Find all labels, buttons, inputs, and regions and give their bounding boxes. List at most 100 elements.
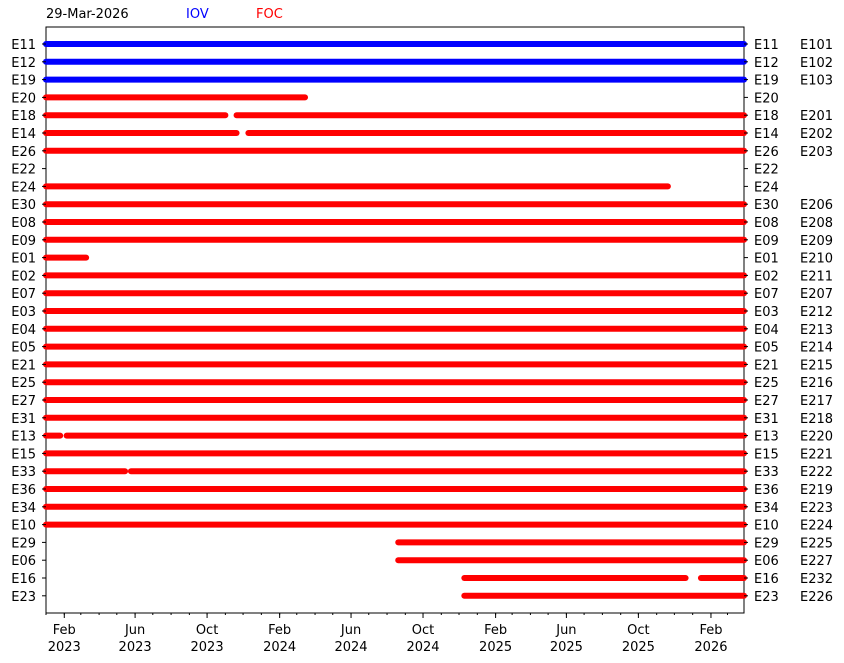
y-label-left: E15 xyxy=(11,447,36,462)
y-label-left: E20 xyxy=(11,91,36,106)
y-label-id: E222 xyxy=(800,465,833,480)
x-tick-label: 2023 xyxy=(119,640,152,655)
y-label-left: E12 xyxy=(11,56,36,71)
y-label-id: E207 xyxy=(800,287,833,302)
y-label-right: E31 xyxy=(754,412,779,427)
legend-iov: IOV xyxy=(186,7,209,22)
y-label-right: E07 xyxy=(754,287,779,302)
y-label-right: E12 xyxy=(754,56,779,71)
y-label-right: E01 xyxy=(754,252,779,267)
x-tick-label: Oct xyxy=(196,623,218,638)
x-tick-label: Feb xyxy=(484,623,507,638)
y-label-id: E232 xyxy=(800,572,833,587)
y-label-id: E203 xyxy=(800,145,833,160)
y-label-left: E21 xyxy=(11,358,36,373)
y-label-left: E29 xyxy=(11,536,36,551)
y-label-right: E23 xyxy=(754,590,779,605)
y-label-id: E217 xyxy=(800,394,833,409)
x-tick-label: 2023 xyxy=(191,640,224,655)
x-tick-label: 2024 xyxy=(334,640,367,655)
y-label-left: E33 xyxy=(11,465,36,480)
x-tick-label: Oct xyxy=(627,623,649,638)
y-label-right: E27 xyxy=(754,394,779,409)
x-tick-label: Feb xyxy=(699,623,722,638)
y-label-right: E06 xyxy=(754,554,779,569)
y-label-id: E227 xyxy=(800,554,833,569)
y-label-left: E31 xyxy=(11,412,36,427)
x-tick-label: Jun xyxy=(124,623,145,638)
y-label-id: E212 xyxy=(800,305,833,320)
y-label-id: E216 xyxy=(800,376,833,391)
y-label-left: E14 xyxy=(11,127,36,142)
y-label-right: E15 xyxy=(754,447,779,462)
y-label-left: E16 xyxy=(11,572,36,587)
y-label-right: E24 xyxy=(754,180,779,195)
y-label-id: E213 xyxy=(800,323,833,338)
y-label-right: E19 xyxy=(754,74,779,89)
x-tick-label: Feb xyxy=(53,623,76,638)
x-tick-label: 2025 xyxy=(622,640,655,655)
y-label-left: E02 xyxy=(11,269,36,284)
y-label-right: E22 xyxy=(754,163,779,178)
y-label-id: E209 xyxy=(800,234,833,249)
y-label-left: E11 xyxy=(11,38,36,53)
y-label-id: E218 xyxy=(800,412,833,427)
y-label-right: E08 xyxy=(754,216,779,231)
y-label-id: E202 xyxy=(800,127,833,142)
y-label-id: E210 xyxy=(800,252,833,267)
y-label-id: E220 xyxy=(800,430,833,445)
y-label-left: E36 xyxy=(11,483,36,498)
y-label-right: E11 xyxy=(754,38,779,53)
y-label-right: E05 xyxy=(754,341,779,356)
y-label-right: E14 xyxy=(754,127,779,142)
y-label-left: E03 xyxy=(11,305,36,320)
y-label-left: E08 xyxy=(11,216,36,231)
y-label-id: E103 xyxy=(800,74,833,89)
y-label-id: E221 xyxy=(800,447,833,462)
y-label-left: E04 xyxy=(11,323,36,338)
y-label-right: E20 xyxy=(754,91,779,106)
x-tick-label: Jun xyxy=(555,623,576,638)
y-label-left: E26 xyxy=(11,145,36,160)
x-tick-label: 2023 xyxy=(48,640,81,655)
y-label-right: E02 xyxy=(754,269,779,284)
x-tick-label: 2025 xyxy=(550,640,583,655)
y-label-right: E26 xyxy=(754,145,779,160)
y-label-left: E34 xyxy=(11,501,36,516)
y-label-right: E09 xyxy=(754,234,779,249)
y-label-left: E24 xyxy=(11,180,36,195)
y-label-id: E223 xyxy=(800,501,833,516)
y-label-id: E101 xyxy=(800,38,833,53)
y-label-right: E18 xyxy=(754,109,779,124)
x-tick-label: Oct xyxy=(412,623,434,638)
y-label-id: E224 xyxy=(800,519,833,534)
y-label-right: E34 xyxy=(754,501,779,516)
y-label-id: E226 xyxy=(800,590,833,605)
y-label-left: E05 xyxy=(11,341,36,356)
plot-frame xyxy=(45,26,745,614)
y-label-left: E30 xyxy=(11,198,36,213)
y-label-right: E33 xyxy=(754,465,779,480)
legend-foc: FOC xyxy=(256,7,283,22)
y-label-id: E214 xyxy=(800,341,833,356)
y-label-id: E102 xyxy=(800,56,833,71)
y-label-right: E29 xyxy=(754,536,779,551)
y-label-id: E215 xyxy=(800,358,833,373)
y-label-right: E10 xyxy=(754,519,779,534)
y-label-id: E225 xyxy=(800,536,833,551)
y-label-right: E03 xyxy=(754,305,779,320)
y-label-left: E22 xyxy=(11,163,36,178)
y-label-id: E208 xyxy=(800,216,833,231)
y-label-id: E211 xyxy=(800,269,833,284)
y-label-id: E219 xyxy=(800,483,833,498)
y-label-right: E13 xyxy=(754,430,779,445)
x-tick-label: 2026 xyxy=(694,640,727,655)
y-label-left: E25 xyxy=(11,376,36,391)
y-label-left: E23 xyxy=(11,590,36,605)
y-label-left: E13 xyxy=(11,430,36,445)
y-label-left: E07 xyxy=(11,287,36,302)
x-tick-label: 2024 xyxy=(406,640,439,655)
y-label-left: E18 xyxy=(11,109,36,124)
y-label-right: E04 xyxy=(754,323,779,338)
